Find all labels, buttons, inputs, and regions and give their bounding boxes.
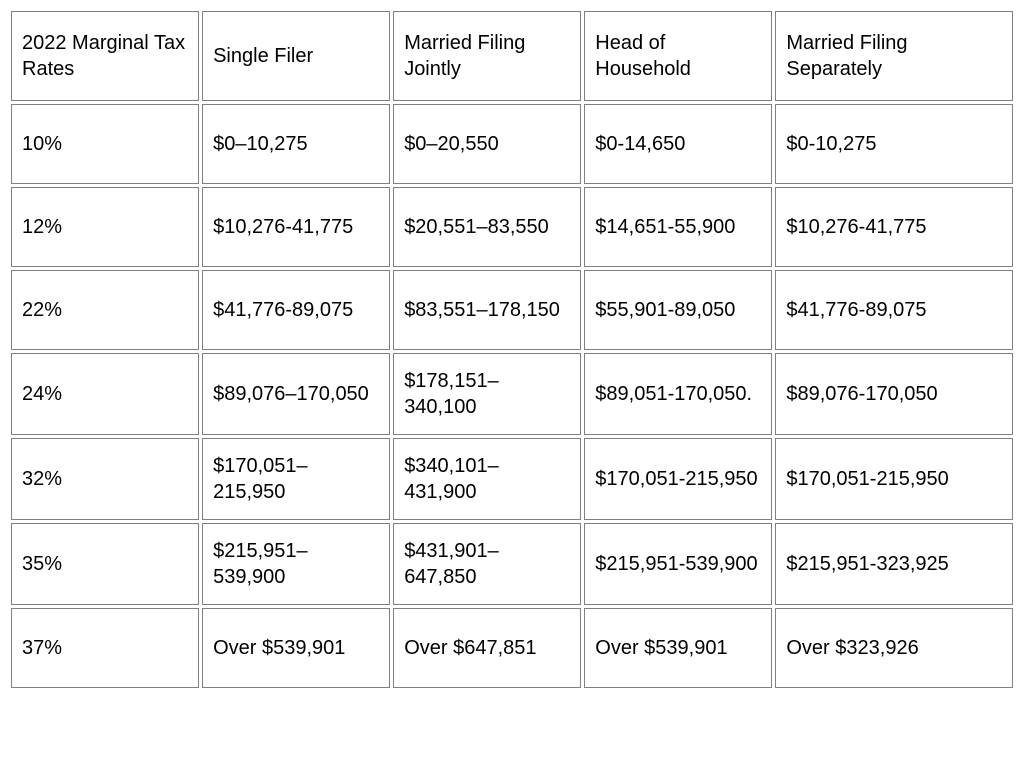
cell-rate: 24% <box>11 353 199 435</box>
tax-rate-table: 2022 Marginal Tax Rates Single Filer Mar… <box>8 8 1016 691</box>
cell-hoh: Over $539,901 <box>584 608 772 688</box>
cell-joint: $178,151–340,100 <box>393 353 581 435</box>
cell-single: Over $539,901 <box>202 608 390 688</box>
cell-joint: $0–20,550 <box>393 104 581 184</box>
cell-single: $170,051–215,950 <box>202 438 390 520</box>
cell-hoh: $89,051-170,050. <box>584 353 772 435</box>
cell-rate: 35% <box>11 523 199 605</box>
header-tax-rates: 2022 Marginal Tax Rates <box>11 11 199 101</box>
table-row: 37% Over $539,901 Over $647,851 Over $53… <box>11 608 1013 688</box>
cell-joint: Over $647,851 <box>393 608 581 688</box>
cell-single: $10,276-41,775 <box>202 187 390 267</box>
cell-hoh: $170,051-215,950 <box>584 438 772 520</box>
table-row: 22% $41,776-89,075 $83,551–178,150 $55,9… <box>11 270 1013 350</box>
cell-sep: $0-10,275 <box>775 104 1013 184</box>
cell-rate: 37% <box>11 608 199 688</box>
table-row: 24% $89,076–170,050 $178,151–340,100 $89… <box>11 353 1013 435</box>
cell-joint: $431,901–647,850 <box>393 523 581 605</box>
cell-hoh: $55,901-89,050 <box>584 270 772 350</box>
cell-single: $0–10,275 <box>202 104 390 184</box>
cell-sep: $89,076-170,050 <box>775 353 1013 435</box>
table-row: 32% $170,051–215,950 $340,101–431,900 $1… <box>11 438 1013 520</box>
header-married-separately: Married Filing Separately <box>775 11 1013 101</box>
cell-joint: $20,551–83,550 <box>393 187 581 267</box>
cell-single: $41,776-89,075 <box>202 270 390 350</box>
table-row: 12% $10,276-41,775 $20,551–83,550 $14,65… <box>11 187 1013 267</box>
cell-hoh: $0-14,650 <box>584 104 772 184</box>
cell-joint: $83,551–178,150 <box>393 270 581 350</box>
cell-sep: $170,051-215,950 <box>775 438 1013 520</box>
cell-sep: $41,776-89,075 <box>775 270 1013 350</box>
header-head-household: Head of Household <box>584 11 772 101</box>
cell-joint: $340,101–431,900 <box>393 438 581 520</box>
table-row: 10% $0–10,275 $0–20,550 $0-14,650 $0-10,… <box>11 104 1013 184</box>
cell-rate: 10% <box>11 104 199 184</box>
cell-rate: 12% <box>11 187 199 267</box>
cell-rate: 32% <box>11 438 199 520</box>
cell-hoh: $14,651-55,900 <box>584 187 772 267</box>
cell-sep: Over $323,926 <box>775 608 1013 688</box>
header-single-filer: Single Filer <box>202 11 390 101</box>
cell-rate: 22% <box>11 270 199 350</box>
cell-single: $215,951–539,900 <box>202 523 390 605</box>
table-header-row: 2022 Marginal Tax Rates Single Filer Mar… <box>11 11 1013 101</box>
table-row: 35% $215,951–539,900 $431,901–647,850 $2… <box>11 523 1013 605</box>
cell-single: $89,076–170,050 <box>202 353 390 435</box>
cell-sep: $215,951-323,925 <box>775 523 1013 605</box>
cell-hoh: $215,951-539,900 <box>584 523 772 605</box>
header-married-jointly: Married Filing Jointly <box>393 11 581 101</box>
cell-sep: $10,276-41,775 <box>775 187 1013 267</box>
